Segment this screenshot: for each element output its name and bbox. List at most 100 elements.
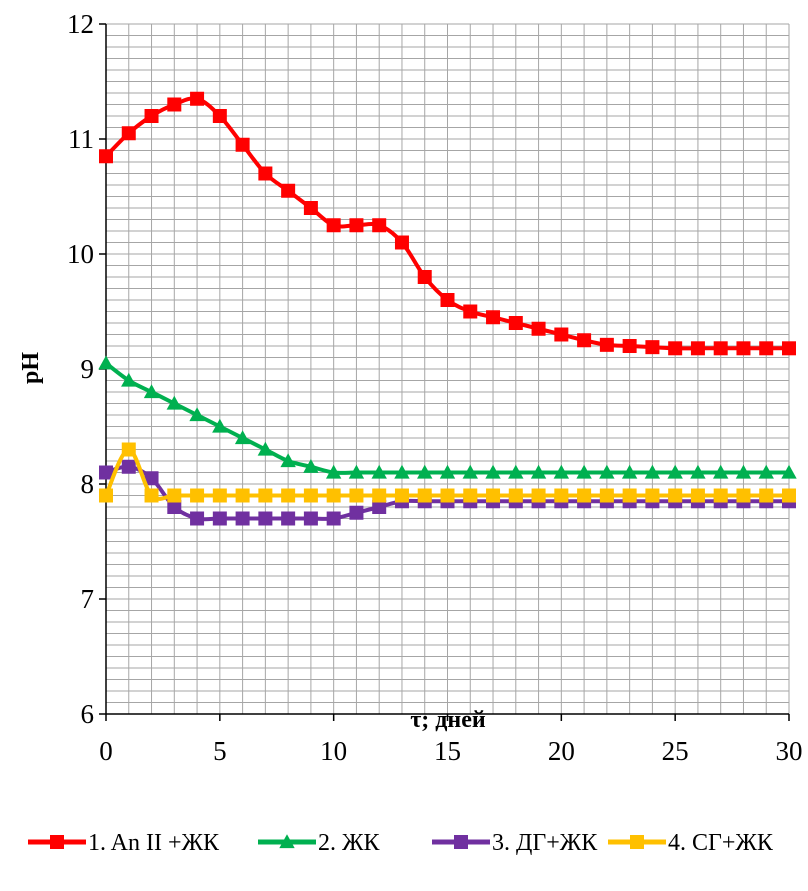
data-point <box>235 488 250 503</box>
data-point <box>599 337 614 352</box>
y-tick-label: 11 <box>68 124 94 154</box>
y-tick-label: 12 <box>67 9 94 39</box>
x-tick-label: 25 <box>662 736 689 766</box>
data-point <box>258 488 273 503</box>
data-point <box>303 511 318 526</box>
data-point <box>645 340 660 355</box>
data-point <box>99 465 113 480</box>
data-point <box>668 488 683 503</box>
data-point <box>781 464 797 479</box>
data-point <box>99 488 113 503</box>
data-point <box>577 488 592 503</box>
data-point <box>736 341 751 356</box>
data-point <box>279 834 295 849</box>
data-point <box>326 488 341 503</box>
data-point <box>690 341 705 356</box>
x-axis-label: τ; дней <box>410 707 486 733</box>
data-point <box>454 835 468 849</box>
y-tick-label: 6 <box>81 699 95 729</box>
data-point <box>630 835 644 849</box>
y-tick-label: 9 <box>81 354 95 384</box>
data-point <box>735 464 752 479</box>
y-tick-label: 10 <box>67 239 94 269</box>
data-point <box>759 341 774 356</box>
x-tick-label: 20 <box>548 736 575 766</box>
data-point <box>143 384 160 399</box>
data-point <box>486 488 501 503</box>
data-point <box>212 418 228 433</box>
data-point <box>645 488 660 503</box>
data-point <box>508 488 523 503</box>
data-point <box>190 91 205 106</box>
data-point <box>167 97 182 112</box>
data-point <box>486 310 501 325</box>
data-point <box>280 453 296 468</box>
data-point <box>758 464 774 479</box>
data-point <box>372 488 387 503</box>
x-tick-label: 0 <box>99 736 113 766</box>
data-point <box>189 407 205 422</box>
legend: 1. An II +ЖК 2. ЖК 3. ДГ+ЖК 4. СГ+ЖК <box>28 830 774 856</box>
data-point <box>144 488 159 503</box>
series <box>99 91 796 356</box>
plot-area <box>98 91 797 526</box>
data-point <box>349 488 364 503</box>
data-point <box>463 488 478 503</box>
data-point <box>553 464 570 479</box>
data-point <box>531 488 546 503</box>
data-point <box>281 183 296 198</box>
data-point <box>622 339 637 353</box>
data-point <box>144 471 159 486</box>
data-point <box>166 395 182 410</box>
y-tick-label: 7 <box>81 584 95 614</box>
data-point <box>349 505 364 520</box>
data-point <box>530 464 547 479</box>
data-point <box>98 355 114 370</box>
data-point <box>99 149 113 164</box>
x-tick-label: 5 <box>213 736 227 766</box>
data-point <box>782 488 796 503</box>
data-point <box>713 488 728 503</box>
y-axis-label: pH <box>18 352 44 384</box>
x-tick-label: 10 <box>320 736 347 766</box>
series <box>99 442 796 503</box>
legend-label: 4. СГ+ЖК <box>668 830 774 856</box>
data-point <box>417 270 432 284</box>
legend-item: 2. ЖК <box>258 830 381 856</box>
data-point <box>508 316 523 330</box>
x-tick-label: 30 <box>776 736 803 766</box>
data-point <box>349 218 364 233</box>
data-point <box>690 488 705 503</box>
data-point <box>759 488 774 503</box>
data-point <box>303 459 319 473</box>
data-point <box>257 441 274 456</box>
data-point <box>50 835 64 849</box>
series <box>98 355 797 479</box>
data-point <box>508 464 524 479</box>
data-point <box>667 464 683 479</box>
axes <box>99 23 790 721</box>
data-point <box>485 464 501 479</box>
data-point <box>782 341 796 356</box>
data-point <box>212 488 227 503</box>
data-point <box>258 166 273 181</box>
data-point <box>417 488 432 503</box>
data-point <box>303 488 318 503</box>
data-point <box>644 464 661 479</box>
data-point <box>417 464 433 479</box>
data-point <box>303 201 318 215</box>
data-point <box>190 488 205 503</box>
data-point <box>713 464 729 479</box>
data-point <box>440 293 455 307</box>
data-point <box>121 126 136 141</box>
data-point <box>348 464 365 479</box>
data-point <box>325 464 342 479</box>
data-point <box>121 442 136 457</box>
data-point <box>668 341 683 356</box>
legend-label: 1. An II +ЖК <box>88 830 220 856</box>
data-point <box>736 488 751 503</box>
data-point <box>190 511 205 526</box>
data-point <box>463 304 478 319</box>
data-point <box>462 464 478 479</box>
